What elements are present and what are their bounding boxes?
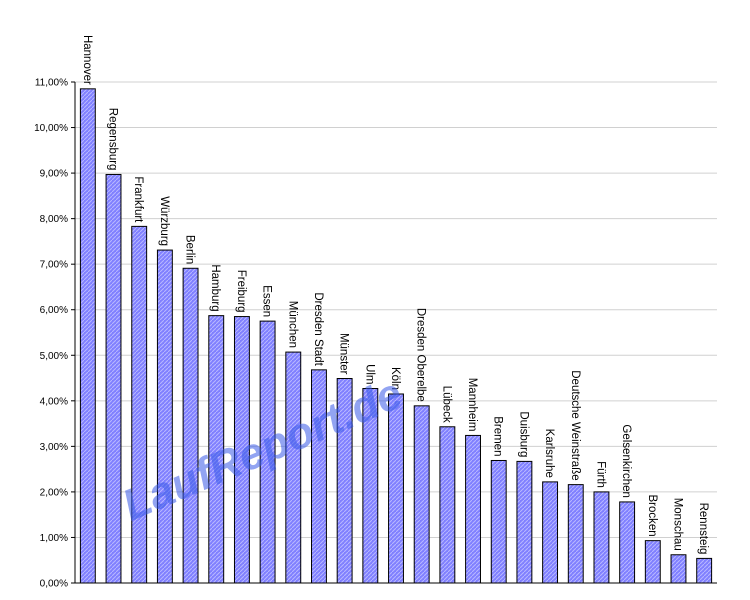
y-tick-label: 10,00%: [34, 123, 68, 134]
bar-label: Brocken: [646, 494, 658, 536]
bar: [567, 484, 584, 584]
bar-label: Rennsteig: [697, 503, 709, 555]
bar: [388, 393, 404, 584]
bar-label: Gelsenkirchen: [620, 424, 632, 498]
bar: [465, 434, 481, 584]
y-tick-label: 5,00%: [40, 351, 68, 362]
y-tick-label: 4,00%: [40, 396, 68, 407]
y-tick-label: 3,00%: [40, 442, 68, 453]
bar-label: Karlsruhe: [543, 429, 555, 478]
bar-label: Freiburg: [235, 270, 247, 313]
bar: [105, 173, 122, 584]
bar: [156, 249, 173, 584]
bar-label: Würzburg: [158, 196, 170, 246]
bar-label: München: [286, 301, 298, 348]
bar-label: Hamburg: [209, 264, 221, 311]
bar-label: Fürth: [594, 461, 606, 488]
bar: [439, 426, 456, 584]
bar-label: Lübeck: [440, 386, 452, 423]
y-tick-label: 0,00%: [40, 579, 68, 590]
bar: [644, 540, 661, 584]
y-tick-label: 1,00%: [40, 533, 68, 544]
bar-label: Berlin: [184, 235, 196, 264]
bar: [79, 88, 96, 584]
bar-label: Duisburg: [517, 411, 529, 457]
bar: [285, 351, 302, 584]
bar: [413, 405, 430, 584]
y-tick-label: 2,00%: [40, 487, 68, 498]
y-tick-label: 8,00%: [40, 214, 68, 225]
bar-label: Ulm: [363, 364, 375, 384]
bar: [670, 554, 687, 584]
bar-label: Dresden Oberelbe: [415, 308, 427, 402]
bars: [79, 88, 713, 584]
bar-label: Dresden Stadt: [312, 292, 324, 366]
bar-label: Mannheim: [466, 378, 478, 432]
bar-label: Frankfurt: [132, 176, 144, 223]
bar: [542, 481, 559, 584]
bar: [593, 491, 610, 584]
y-tick-label: 7,00%: [40, 260, 68, 271]
bar-label: Regensburg: [107, 108, 119, 171]
y-axis-ticks: 0,00% 1,00% 2,00% 3,00% 4,00% 5,00% 6,00% 7,00%…: [34, 78, 75, 590]
bar: [182, 267, 199, 584]
bar-label: Köln: [389, 367, 401, 390]
bar: [490, 459, 507, 584]
bar-label: Deutsche Weinstraße: [569, 370, 581, 480]
gridlines: [75, 81, 717, 538]
bar-label: Monschau: [671, 498, 683, 551]
bar-label: Essen: [261, 285, 273, 317]
bar-label: Hannover: [81, 35, 93, 85]
y-tick-label: 11,00%: [35, 78, 68, 89]
bar-label: Bremen: [492, 416, 504, 456]
bar: [516, 460, 533, 584]
bar-labels: Hannover Regensburg Frankfurt Würzburg Berli…: [81, 35, 709, 554]
bar: [696, 557, 713, 584]
y-tick-label: 6,00%: [40, 305, 68, 316]
bar: [619, 501, 636, 584]
bar-label: Münster: [338, 333, 350, 375]
y-tick-label: 9,00%: [40, 169, 68, 180]
